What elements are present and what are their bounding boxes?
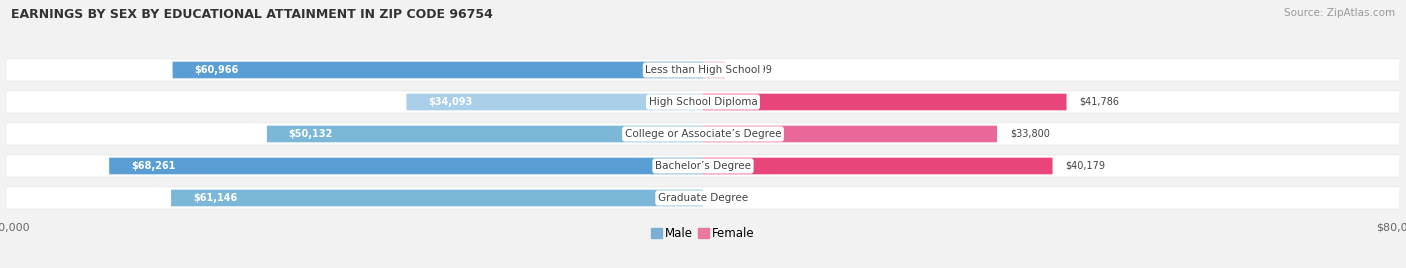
Text: $68,261: $68,261 bbox=[131, 161, 176, 171]
Text: Source: ZipAtlas.com: Source: ZipAtlas.com bbox=[1284, 8, 1395, 18]
Text: $33,800: $33,800 bbox=[1010, 129, 1050, 139]
Text: $41,786: $41,786 bbox=[1080, 97, 1119, 107]
FancyBboxPatch shape bbox=[0, 123, 1406, 145]
Text: Bachelor’s Degree: Bachelor’s Degree bbox=[655, 161, 751, 171]
Legend: Male, Female: Male, Female bbox=[647, 222, 759, 245]
FancyBboxPatch shape bbox=[172, 190, 703, 206]
FancyBboxPatch shape bbox=[0, 91, 1406, 113]
Text: Graduate Degree: Graduate Degree bbox=[658, 193, 748, 203]
Text: $61,146: $61,146 bbox=[193, 193, 238, 203]
FancyBboxPatch shape bbox=[0, 59, 1406, 81]
Text: $60,966: $60,966 bbox=[194, 65, 239, 75]
FancyBboxPatch shape bbox=[173, 62, 703, 78]
Text: High School Diploma: High School Diploma bbox=[648, 97, 758, 107]
FancyBboxPatch shape bbox=[703, 158, 1053, 174]
FancyBboxPatch shape bbox=[703, 126, 997, 142]
FancyBboxPatch shape bbox=[0, 187, 1406, 209]
FancyBboxPatch shape bbox=[267, 126, 703, 142]
Text: EARNINGS BY SEX BY EDUCATIONAL ATTAINMENT IN ZIP CODE 96754: EARNINGS BY SEX BY EDUCATIONAL ATTAINMEN… bbox=[11, 8, 494, 21]
FancyBboxPatch shape bbox=[0, 91, 1406, 113]
Text: $34,093: $34,093 bbox=[429, 97, 472, 107]
FancyBboxPatch shape bbox=[110, 158, 703, 174]
FancyBboxPatch shape bbox=[703, 62, 724, 78]
FancyBboxPatch shape bbox=[0, 123, 1406, 145]
Text: College or Associate’s Degree: College or Associate’s Degree bbox=[624, 129, 782, 139]
FancyBboxPatch shape bbox=[0, 155, 1406, 177]
Text: $2,499: $2,499 bbox=[738, 65, 772, 75]
Text: $50,132: $50,132 bbox=[288, 129, 333, 139]
FancyBboxPatch shape bbox=[406, 94, 703, 110]
FancyBboxPatch shape bbox=[703, 94, 1067, 110]
FancyBboxPatch shape bbox=[0, 187, 1406, 209]
Text: $0: $0 bbox=[716, 193, 728, 203]
FancyBboxPatch shape bbox=[0, 59, 1406, 81]
Text: Less than High School: Less than High School bbox=[645, 65, 761, 75]
Text: $40,179: $40,179 bbox=[1066, 161, 1105, 171]
FancyBboxPatch shape bbox=[0, 155, 1406, 177]
